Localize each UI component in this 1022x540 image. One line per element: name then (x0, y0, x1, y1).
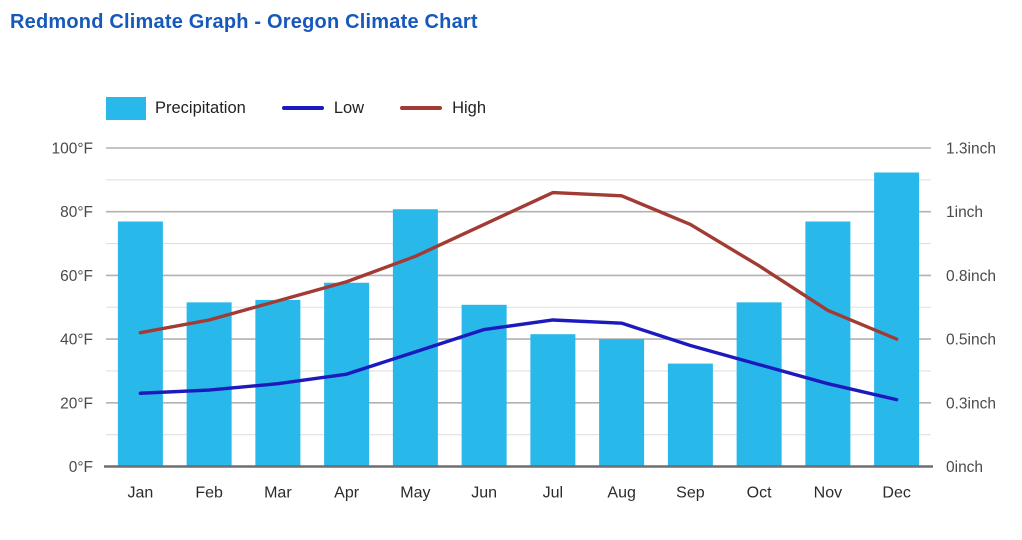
precipitation-bar-may (392, 209, 438, 467)
month-label-jul: Jul (543, 485, 563, 502)
legend-label-precipitation: Precipitation (155, 98, 246, 117)
left-axis-tick-label: 20°F (60, 395, 93, 412)
month-label-sep: Sep (676, 485, 705, 502)
right-axis-tick-label: 0.8inch (946, 268, 996, 285)
right-axis-tick-label: 0inch (946, 459, 983, 476)
precipitation-bar-jul (530, 334, 576, 467)
precipitation-bar-jan (117, 221, 163, 467)
left-axis-tick-label: 0°F (69, 459, 93, 476)
right-axis-tick-label: 0.5inch (946, 332, 996, 349)
high-temperature-line (138, 190, 899, 341)
page-title: Redmond Climate Graph - Oregon Climate C… (10, 11, 478, 33)
right-axis-tick-label: 1inch (946, 204, 983, 221)
left-axis-tick-label: 80°F (60, 204, 93, 221)
month-label-jun: Jun (471, 485, 497, 502)
month-label-jan: Jan (127, 485, 153, 502)
legend-item-low: Low (281, 98, 365, 118)
legend-label-low: Low (333, 98, 365, 117)
left-axis-tick-label: 60°F (60, 268, 93, 285)
left-axis-tick-label: 100°F (51, 141, 93, 158)
low-temperature-line (138, 318, 899, 402)
legend-label-high: High (452, 98, 487, 117)
month-label-apr: Apr (334, 485, 360, 502)
precipitation-bar-jun (461, 304, 507, 467)
month-label-aug: Aug (607, 485, 635, 502)
chart-legend: Precipitation Low High (106, 95, 486, 121)
month-label-feb: Feb (195, 485, 223, 502)
precipitation-bar-dec (874, 172, 920, 467)
right-axis-tick-label: 1.3inch (946, 141, 996, 158)
month-label-oct: Oct (747, 485, 772, 502)
precipitation-bar-nov (805, 221, 851, 467)
precipitation-swatch-icon (106, 96, 146, 120)
legend-item-high: High (400, 99, 486, 118)
precipitation-bar-sep (667, 363, 713, 467)
left-axis-tick-label: 40°F (60, 332, 93, 349)
month-label-mar: Mar (264, 485, 292, 502)
right-axis-tick-label: 0.3inch (946, 395, 996, 412)
precipitation-bar-aug (599, 339, 645, 467)
low-line-swatch-icon (281, 106, 324, 110)
high-line-swatch-icon (400, 106, 443, 110)
month-label-dec: Dec (882, 485, 910, 502)
month-label-may: May (400, 485, 430, 502)
month-label-nov: Nov (814, 485, 842, 502)
precipitation-bar-feb (186, 302, 232, 467)
legend-item-precipitation: Precipitation (106, 96, 246, 120)
precipitation-bar-oct (736, 302, 782, 467)
